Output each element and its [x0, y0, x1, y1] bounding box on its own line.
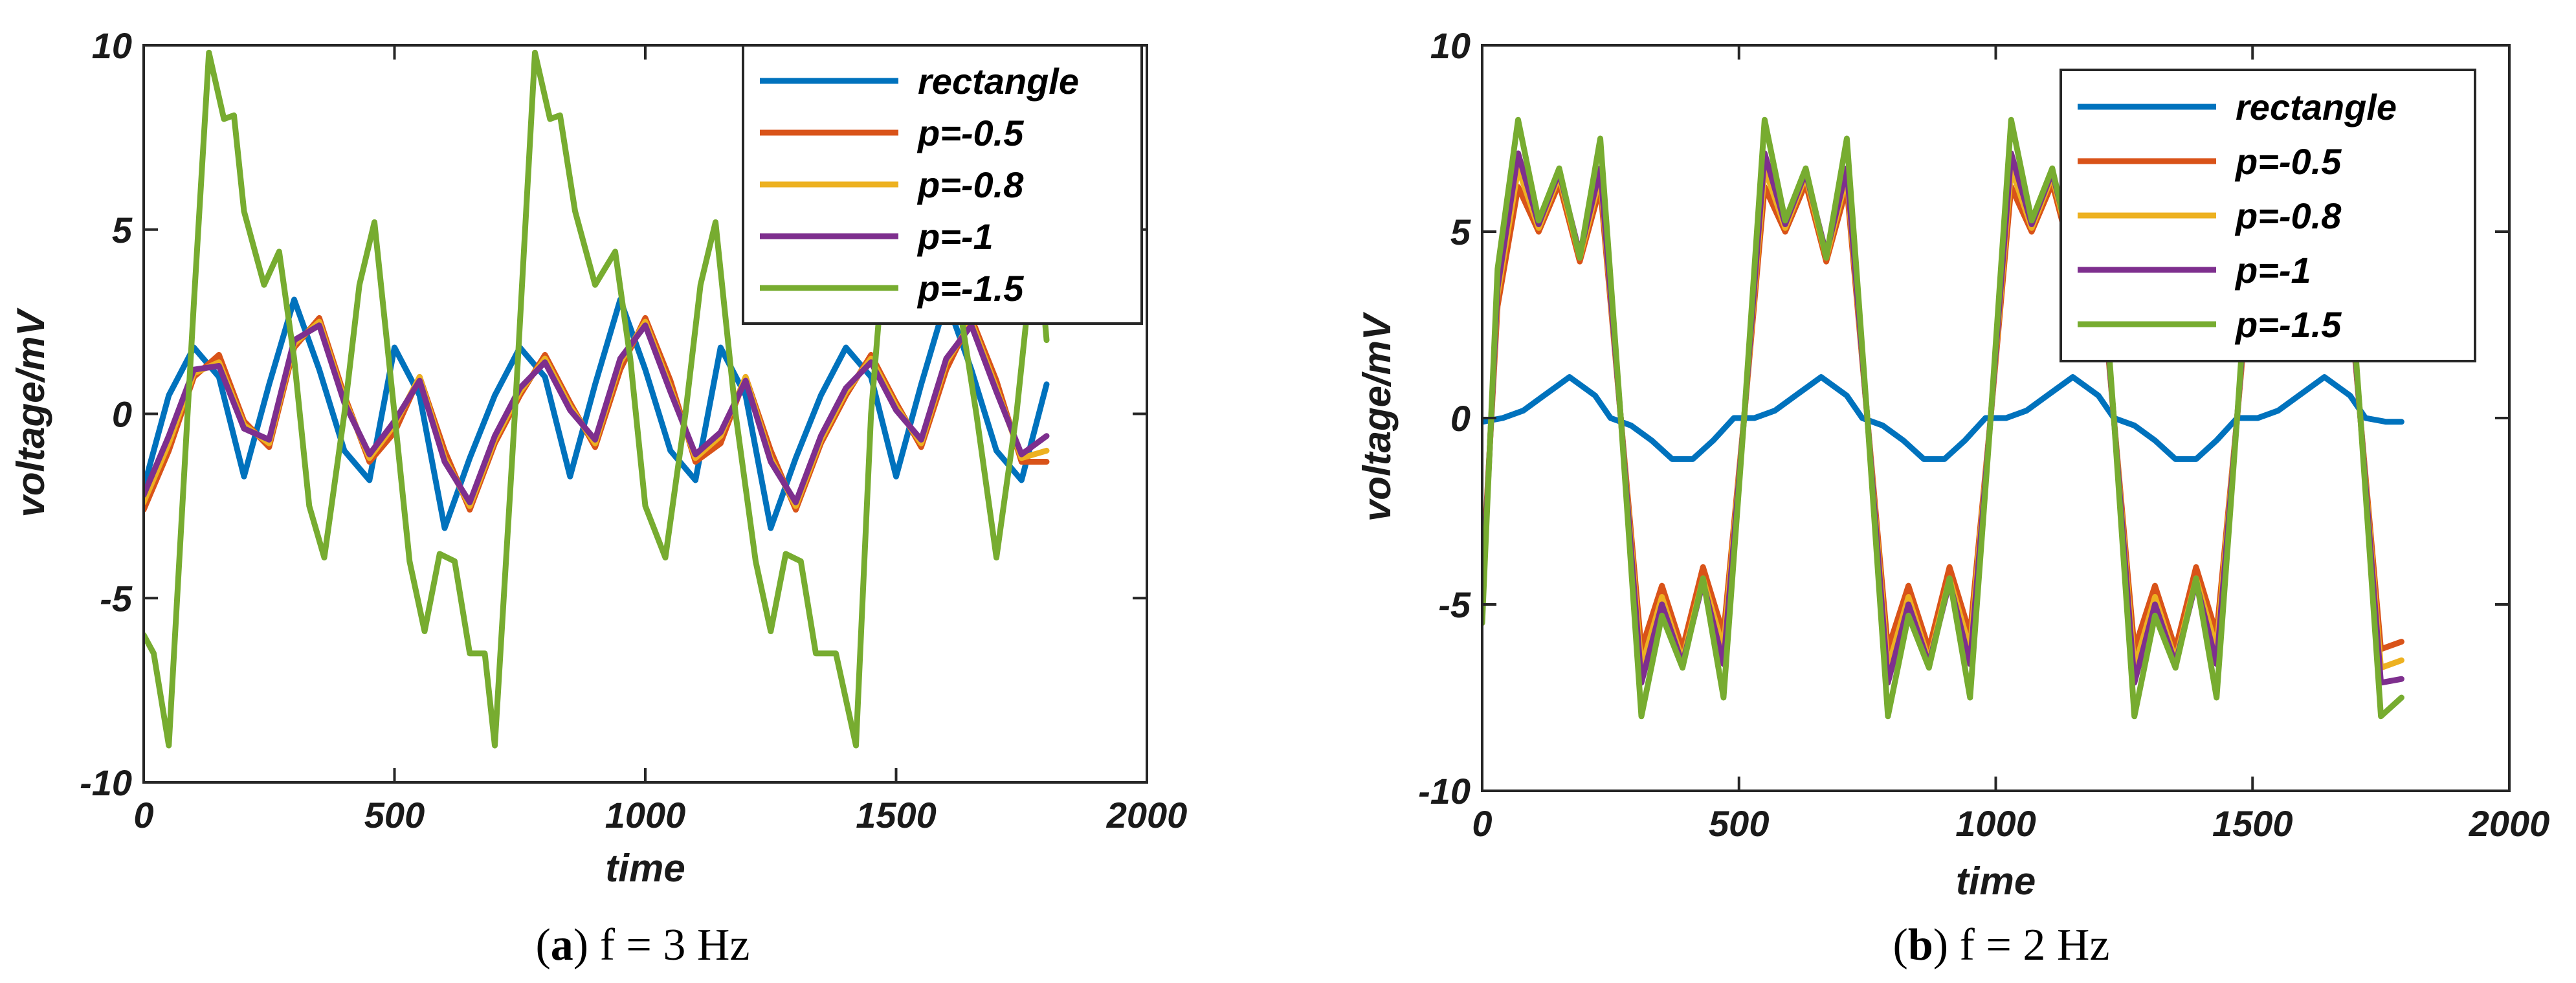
legend-label-p=-0.8: p=-0.8: [916, 164, 1024, 205]
x-tick-label: 1500: [856, 795, 937, 835]
y-tick-label: 0: [112, 394, 132, 435]
legend-label-p=-0.8: p=-0.8: [2234, 195, 2342, 236]
y-tick-label: 10: [1430, 25, 1471, 66]
y-axis-label: voltage/mV: [9, 307, 52, 517]
y-tick-label: 0: [1450, 398, 1471, 439]
legend-label-p=-1: p=-1: [2234, 250, 2311, 291]
x-tick-label: 1500: [2212, 803, 2293, 844]
y-tick-label: 10: [92, 25, 132, 66]
y-tick-label: -10: [80, 762, 132, 803]
chart-panel-b: 0 500 1000 1500 2000 -10 -5 0 5 10 time voltage/mV r…: [1355, 25, 2549, 970]
y-tick-label: -10: [1418, 771, 1471, 812]
legend-label-p=-1.5: p=-1.5: [2234, 304, 2342, 345]
x-tick-label: 0: [1472, 803, 1492, 844]
caption-a: (a) f = 3 Hz: [535, 920, 749, 970]
x-tick-label: 2000: [1106, 795, 1188, 835]
x-tick-label: 1000: [605, 795, 686, 835]
y-tick-label: 5: [1450, 212, 1471, 252]
legend-label-p=-1: p=-1: [916, 216, 994, 257]
y-tick-label: 5: [112, 210, 133, 250]
y-tick-label: -5: [100, 578, 133, 619]
x-tick-label: 1000: [1955, 803, 2036, 844]
legend-label-rectangle: rectangle: [918, 61, 1079, 102]
legend-label-p=-1.5: p=-1.5: [916, 268, 1024, 309]
x-axis-label: time: [1956, 859, 2036, 903]
y-tick-label: -5: [1438, 584, 1471, 625]
legend-label-rectangle: rectangle: [2236, 87, 2397, 127]
chart-panel-a: 0 500 1000 1500 2000 -10 -5 0 5 10 time voltage/mV r…: [9, 25, 1187, 970]
series-line-rectangle: [144, 296, 1050, 531]
y-axis-label: voltage/mV: [1355, 311, 1399, 522]
legend-label-p=-0.5: p=-0.5: [2234, 141, 2342, 182]
x-tick-label: 0: [133, 795, 153, 835]
legend: rectangle p=-0.5 p=-0.8 p=-1 p=-1.5: [2060, 69, 2476, 362]
x-tick-label: 2000: [2469, 803, 2550, 844]
series-line-rectangle: [1482, 374, 2404, 462]
caption-b: (b) f = 2 Hz: [1893, 920, 2110, 970]
x-tick-label: 500: [1709, 803, 1769, 844]
legend-label-p=-0.5: p=-0.5: [916, 113, 1024, 153]
x-axis-label: time: [605, 846, 685, 890]
x-tick-label: 500: [364, 795, 425, 835]
legend: rectangle p=-0.5 p=-0.8 p=-1 p=-1.5: [742, 44, 1143, 325]
